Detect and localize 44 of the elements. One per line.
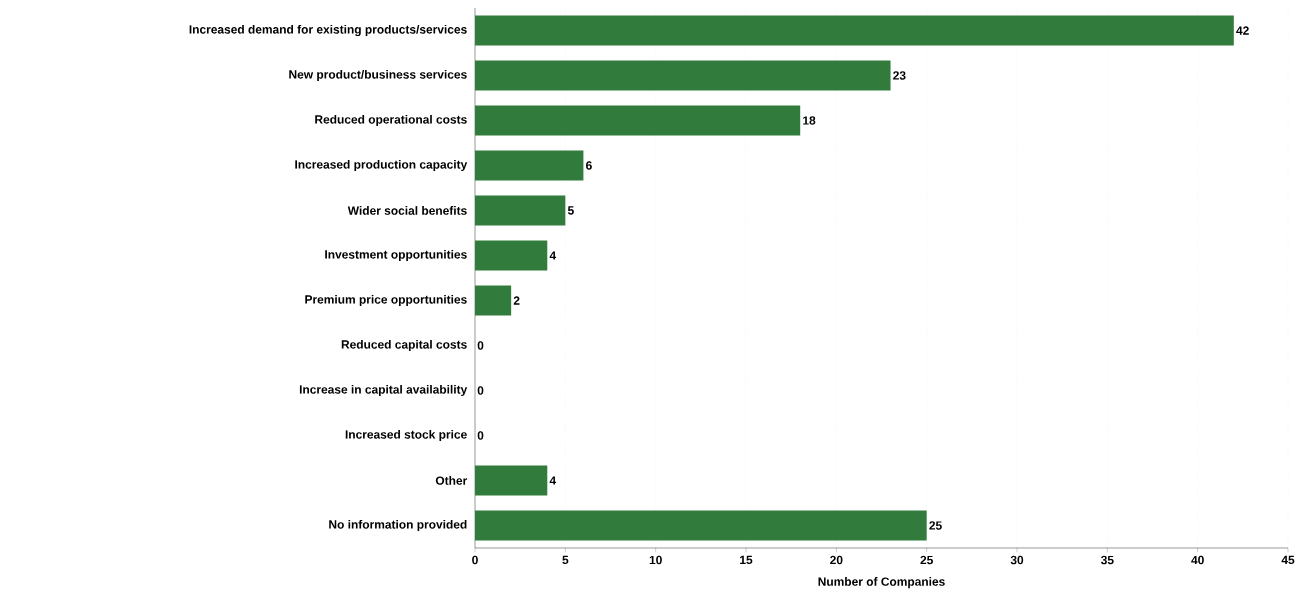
bar bbox=[475, 15, 1234, 46]
data-label: 5 bbox=[567, 206, 574, 215]
data-label: 42 bbox=[1236, 26, 1249, 35]
y-tick-label: Increased production capacity bbox=[295, 159, 468, 172]
data-label: 18 bbox=[803, 116, 816, 125]
bar bbox=[475, 510, 927, 541]
y-tick-label: Wider social benefits bbox=[347, 206, 467, 215]
bar bbox=[475, 285, 512, 316]
y-tick-label: Reduced capital costs bbox=[341, 339, 467, 352]
y-tick-label: Other bbox=[435, 476, 468, 485]
bar bbox=[475, 465, 548, 496]
x-tick-label: 25 bbox=[920, 555, 933, 565]
x-tick-label: 35 bbox=[1100, 555, 1114, 565]
y-tick-label: Premium price opportunities bbox=[305, 294, 467, 307]
bar bbox=[475, 240, 548, 271]
x-tick-label: 45 bbox=[1281, 555, 1295, 565]
x-tick-label: 0 bbox=[472, 555, 478, 565]
y-tick-label: Increased demand for existing products/services bbox=[189, 24, 467, 37]
data-label: 4 bbox=[549, 476, 557, 485]
data-label: 4 bbox=[549, 251, 557, 260]
x-tick-label: 40 bbox=[1191, 555, 1204, 565]
y-tick-label: Increased stock price bbox=[345, 429, 467, 442]
x-tick-label: 15 bbox=[740, 555, 753, 565]
y-tick-label: No information provided bbox=[329, 519, 467, 532]
x-tick-label: 5 bbox=[562, 555, 569, 565]
data-label: 0 bbox=[477, 386, 484, 395]
data-label: 0 bbox=[477, 431, 484, 440]
x-tick-label: 20 bbox=[830, 555, 843, 565]
bar bbox=[475, 195, 566, 226]
y-tick-label: Investment opportunities bbox=[325, 249, 467, 262]
data-label: 2 bbox=[513, 296, 520, 305]
x-axis-title: Number of Companies bbox=[818, 577, 945, 589]
data-label: 23 bbox=[893, 71, 906, 80]
data-label: 0 bbox=[477, 341, 484, 350]
x-tick-label: 30 bbox=[1010, 555, 1024, 565]
bar bbox=[475, 150, 584, 181]
bar bbox=[475, 105, 801, 136]
y-tick-label: New product/business services bbox=[289, 69, 467, 82]
data-label: 25 bbox=[929, 521, 942, 530]
y-tick-label: Increase in capital availability bbox=[299, 384, 468, 397]
x-tick-label: 10 bbox=[649, 555, 662, 565]
y-tick-label: Reduced operational costs bbox=[315, 114, 467, 127]
bar bbox=[475, 60, 891, 91]
data-label: 6 bbox=[586, 161, 592, 170]
